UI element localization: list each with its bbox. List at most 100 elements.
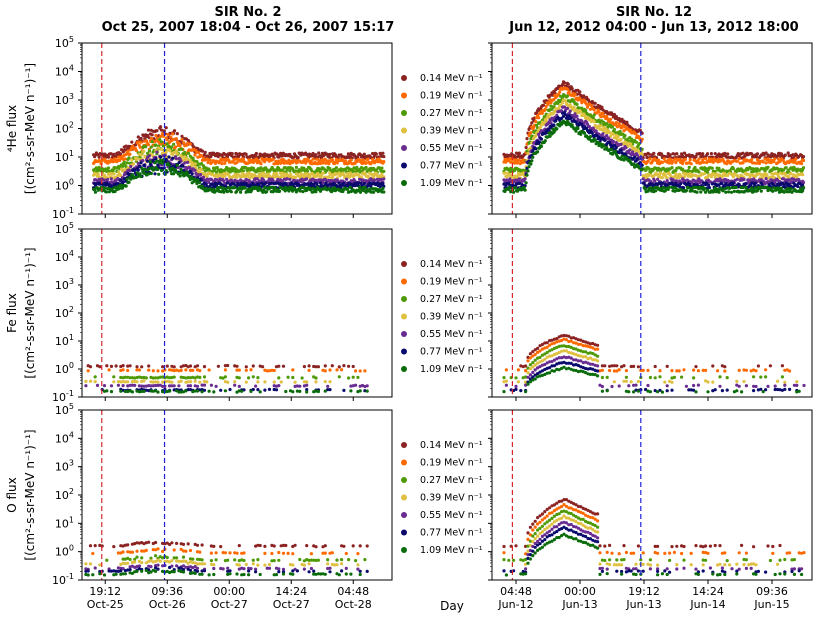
data-point bbox=[342, 181, 346, 185]
data-point bbox=[146, 128, 151, 132]
legend-swatch bbox=[401, 162, 407, 169]
data-point bbox=[202, 153, 206, 157]
data-point bbox=[188, 169, 192, 173]
data-point bbox=[801, 173, 805, 177]
data-point bbox=[97, 177, 101, 181]
data-point bbox=[361, 158, 365, 162]
data-points bbox=[502, 333, 806, 394]
data-point bbox=[765, 185, 769, 189]
data-point bbox=[789, 187, 793, 191]
data-point bbox=[258, 364, 262, 368]
data-point bbox=[709, 152, 714, 156]
data-point bbox=[200, 149, 204, 153]
data-point bbox=[697, 157, 701, 161]
data-point bbox=[251, 375, 255, 379]
data-point bbox=[139, 161, 143, 165]
legend-label: 0.19 MeV n⁻¹ bbox=[420, 91, 483, 102]
data-point bbox=[204, 182, 208, 186]
data-point bbox=[552, 341, 557, 345]
data-point bbox=[548, 134, 552, 138]
data-point bbox=[140, 376, 144, 380]
data-point bbox=[116, 383, 120, 387]
legend-label: 0.27 MeV n⁻¹ bbox=[420, 108, 483, 119]
data-point bbox=[588, 342, 593, 346]
data-point bbox=[123, 157, 127, 161]
data-point bbox=[603, 364, 607, 368]
data-point bbox=[272, 181, 276, 186]
data-point bbox=[706, 183, 711, 187]
data-point bbox=[769, 155, 773, 159]
data-point bbox=[337, 375, 341, 379]
data-point bbox=[88, 365, 93, 369]
data-point bbox=[318, 161, 323, 166]
data-point bbox=[216, 364, 220, 368]
data-point bbox=[515, 161, 520, 165]
data-point bbox=[223, 161, 227, 165]
data-point bbox=[323, 183, 327, 187]
data-point bbox=[244, 365, 248, 369]
data-point bbox=[741, 151, 745, 155]
data-point bbox=[502, 376, 506, 380]
data-point bbox=[608, 368, 612, 373]
data-point bbox=[309, 159, 313, 163]
data-point bbox=[188, 380, 193, 384]
data-point bbox=[154, 380, 158, 384]
data-point bbox=[547, 128, 551, 132]
data-point bbox=[679, 182, 683, 186]
data-point bbox=[303, 186, 307, 190]
data-point bbox=[277, 364, 281, 368]
data-point bbox=[746, 168, 750, 172]
data-point bbox=[212, 390, 216, 394]
legend-swatch bbox=[401, 75, 407, 81]
data-point bbox=[351, 364, 355, 369]
data-point bbox=[201, 175, 205, 179]
data-point bbox=[241, 169, 245, 173]
y-tick-label: 104 bbox=[55, 64, 74, 79]
data-point bbox=[593, 347, 597, 351]
data-point bbox=[251, 387, 255, 392]
data-point bbox=[524, 181, 528, 185]
data-point bbox=[646, 368, 650, 372]
data-point bbox=[136, 161, 140, 165]
data-point bbox=[612, 369, 617, 373]
data-point bbox=[692, 182, 696, 187]
series-0 bbox=[519, 333, 785, 369]
data-point bbox=[113, 157, 117, 161]
data-point bbox=[737, 157, 741, 161]
data-point bbox=[647, 152, 651, 156]
data-point bbox=[235, 368, 239, 372]
data-point bbox=[273, 162, 277, 166]
data-point bbox=[222, 179, 226, 183]
data-point bbox=[175, 132, 179, 136]
data-point bbox=[619, 138, 623, 142]
series-3 bbox=[92, 146, 386, 180]
data-point bbox=[537, 140, 542, 144]
data-point bbox=[692, 368, 696, 372]
data-point bbox=[263, 160, 267, 164]
data-point bbox=[270, 368, 274, 372]
data-point bbox=[200, 383, 204, 387]
data-point bbox=[560, 338, 564, 343]
data-point bbox=[156, 390, 160, 394]
data-point bbox=[180, 155, 184, 159]
data-point bbox=[601, 132, 605, 136]
data-point bbox=[154, 383, 158, 388]
data-point bbox=[172, 384, 176, 388]
data-point bbox=[363, 186, 367, 190]
y-tick-label: 100 bbox=[55, 178, 74, 193]
data-point bbox=[552, 337, 557, 341]
data-point bbox=[600, 364, 605, 368]
data-point bbox=[783, 368, 787, 372]
data-point bbox=[572, 341, 576, 345]
y-axis-label-He: ⁴He flux bbox=[5, 105, 19, 152]
data-point bbox=[799, 187, 803, 191]
data-point bbox=[324, 181, 328, 185]
data-point bbox=[567, 334, 571, 338]
data-point bbox=[242, 388, 246, 392]
data-point bbox=[147, 154, 151, 158]
y-ticks bbox=[488, 42, 492, 215]
data-point bbox=[225, 177, 229, 181]
data-point bbox=[151, 384, 155, 388]
data-point bbox=[165, 142, 169, 146]
